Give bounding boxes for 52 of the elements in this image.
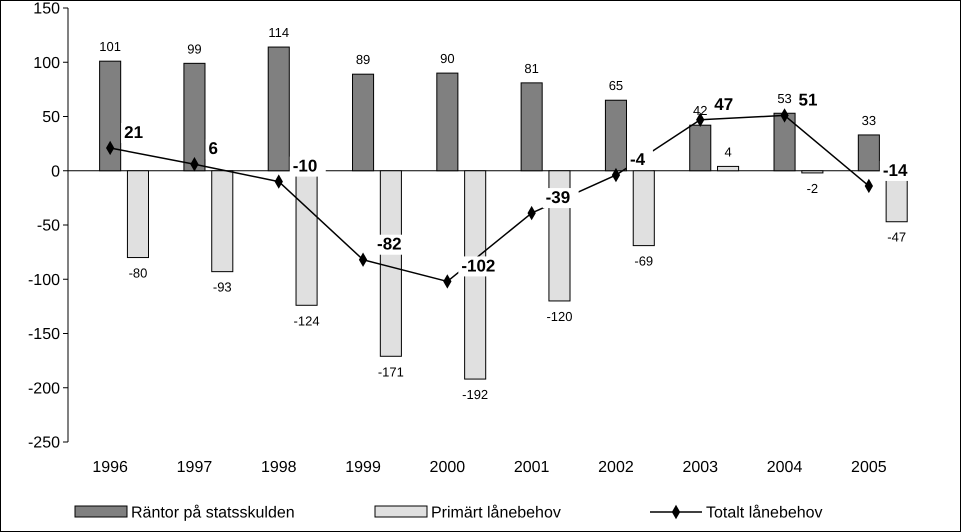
data-label: -93 xyxy=(212,280,232,295)
data-label: -10 xyxy=(292,156,318,176)
data-label: -80 xyxy=(128,266,148,281)
data-label: 65 xyxy=(608,78,624,94)
data-label: -192 xyxy=(462,387,488,402)
data-label: 89 xyxy=(356,52,370,68)
data-label: -14 xyxy=(882,160,908,180)
y-tick-label: 150 xyxy=(33,0,60,18)
data-label: -102 xyxy=(461,256,496,276)
x-tick-label: 2001 xyxy=(514,459,550,476)
x-tick-label: 1997 xyxy=(176,459,212,476)
data-label: -82 xyxy=(377,234,402,254)
data-label: 6 xyxy=(208,139,218,158)
data-label: -69 xyxy=(634,254,654,269)
data-label: 101 xyxy=(99,39,121,54)
y-tick-label: -250 xyxy=(28,434,60,452)
y-tick-label: -50 xyxy=(36,218,60,235)
data-label: -4 xyxy=(630,150,646,170)
x-tick-label: 1999 xyxy=(345,459,381,476)
x-tick-label: 1998 xyxy=(260,459,297,476)
y-tick-label: 50 xyxy=(42,109,60,126)
data-label: -124 xyxy=(294,313,320,328)
data-label: 90 xyxy=(440,51,455,66)
x-tick-label: 2003 xyxy=(682,459,718,476)
x-tick-label: 2002 xyxy=(598,459,634,476)
data-label: -171 xyxy=(378,364,404,380)
x-tick-label: 2000 xyxy=(430,459,466,476)
data-label: 99 xyxy=(187,41,202,56)
x-tick-label: 1996 xyxy=(92,459,128,476)
data-label: -39 xyxy=(546,188,570,208)
data-label: -2 xyxy=(806,180,818,196)
legend-label: Räntor på statsskulden xyxy=(131,504,295,522)
data-label: 51 xyxy=(798,90,818,110)
data-label: 53 xyxy=(777,91,792,106)
data-label: 114 xyxy=(268,25,290,40)
data-label: 81 xyxy=(524,60,539,76)
x-tick-label: 2005 xyxy=(851,459,887,476)
y-tick-label: 100 xyxy=(33,54,60,72)
y-tick-label: -150 xyxy=(28,326,60,344)
data-label: 47 xyxy=(714,94,734,114)
data-label: 33 xyxy=(862,112,876,128)
x-tick-label: 2004 xyxy=(766,459,802,476)
y-tick-label: -200 xyxy=(28,380,60,398)
legend-label: Totalt lånebehov xyxy=(706,504,823,522)
data-label: -47 xyxy=(887,230,906,245)
y-tick-label: -100 xyxy=(28,272,60,289)
data-label: 42 xyxy=(693,103,708,118)
data-label: -120 xyxy=(546,308,572,324)
data-label: 21 xyxy=(124,122,144,142)
legend-label: Primärt lånebehov xyxy=(431,504,561,522)
data-label: 4 xyxy=(724,144,732,160)
y-tick-label: 0 xyxy=(51,163,60,180)
